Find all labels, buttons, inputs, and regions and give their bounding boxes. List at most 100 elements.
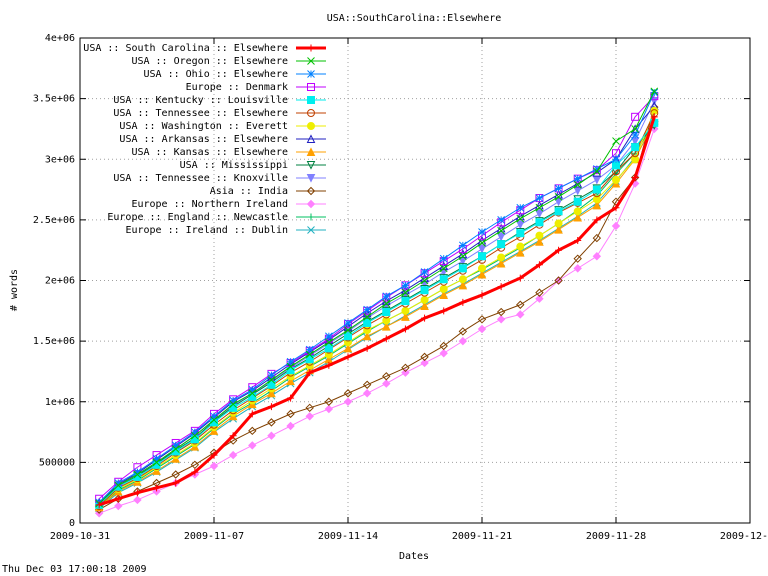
point (592, 195, 601, 204)
point (631, 173, 639, 181)
legend-label: Europe :: Northern Ireland (131, 199, 288, 210)
point (382, 372, 391, 381)
point (535, 261, 543, 269)
x-tick-label: 2009-11-28 (586, 531, 646, 542)
series-line (98, 116, 656, 507)
point (459, 252, 467, 261)
legend-label: USA :: Kentucky :: Louisville (113, 95, 288, 106)
point (343, 389, 353, 398)
point (152, 458, 161, 467)
point (612, 175, 620, 184)
footer: Thu Dec 03 17:00:18 2009 (2, 564, 147, 575)
point (172, 479, 180, 487)
point (554, 192, 563, 201)
point (363, 344, 371, 352)
legend-marker (307, 96, 315, 104)
point (344, 353, 352, 361)
point (535, 203, 544, 212)
point (209, 461, 219, 471)
point (248, 426, 257, 436)
point (210, 451, 218, 459)
point (611, 221, 621, 231)
point (535, 294, 544, 303)
legend-label: USA :: Kansas :: Elsewhere (131, 147, 288, 158)
point (305, 345, 314, 354)
point (363, 318, 372, 327)
point (401, 306, 410, 315)
point (478, 239, 486, 247)
point (191, 428, 199, 436)
point (401, 281, 410, 290)
x-tick-label: 2009-10-31 (50, 531, 110, 542)
point (324, 404, 334, 414)
legend-marker (307, 57, 315, 65)
point (535, 218, 544, 227)
point (535, 237, 544, 246)
legend-label: Asia :: India (210, 186, 288, 197)
point (554, 219, 563, 228)
series-line (98, 92, 655, 503)
legend-marker (307, 226, 315, 234)
point (401, 325, 409, 333)
point (248, 410, 256, 418)
point (515, 220, 525, 230)
point (401, 312, 410, 321)
point (95, 501, 103, 509)
point (535, 288, 544, 297)
legend-label: USA :: Mississippi (180, 160, 288, 171)
point (496, 315, 506, 324)
point (153, 484, 161, 492)
point (114, 495, 122, 503)
point (382, 308, 391, 317)
legend-marker (307, 109, 315, 117)
point (516, 300, 525, 309)
series-line (98, 91, 655, 504)
point (382, 292, 391, 301)
point (612, 161, 620, 170)
point (305, 403, 314, 413)
point (343, 397, 353, 406)
point (573, 197, 582, 206)
point (497, 216, 505, 224)
y-tick-label: 0 (69, 518, 75, 529)
point (439, 341, 448, 351)
point (592, 233, 602, 243)
point (210, 416, 218, 424)
x-tick-label: 2009-11-21 (452, 531, 512, 542)
y-tick-label: 1e+06 (45, 397, 75, 408)
legend-marker (307, 83, 315, 91)
point (325, 361, 333, 369)
point (401, 368, 410, 377)
point (535, 231, 544, 240)
legend-label: USA :: Washington :: Everett (119, 121, 288, 132)
point (554, 224, 563, 234)
legend-label: USA :: Oregon :: Elsewhere (131, 56, 288, 67)
point (248, 385, 257, 394)
point (477, 244, 487, 254)
point (133, 468, 142, 476)
legend-marker (306, 186, 316, 196)
legend-marker (307, 44, 315, 52)
point (496, 307, 506, 317)
legend-label: USA :: Tennessee :: Elsewhere (113, 108, 288, 119)
point (555, 246, 563, 254)
point (439, 284, 448, 293)
point (229, 432, 237, 440)
point (229, 403, 238, 412)
point (343, 343, 353, 353)
point (631, 131, 639, 139)
point (439, 290, 449, 300)
point (516, 242, 525, 251)
point (631, 112, 640, 121)
point (459, 298, 467, 306)
point (593, 167, 601, 176)
point (592, 185, 601, 194)
point (420, 276, 429, 285)
point (382, 299, 391, 308)
point (458, 327, 468, 336)
point (612, 204, 620, 212)
y-tick-label: 3e+06 (45, 154, 75, 165)
point (593, 165, 601, 173)
point (382, 316, 391, 325)
